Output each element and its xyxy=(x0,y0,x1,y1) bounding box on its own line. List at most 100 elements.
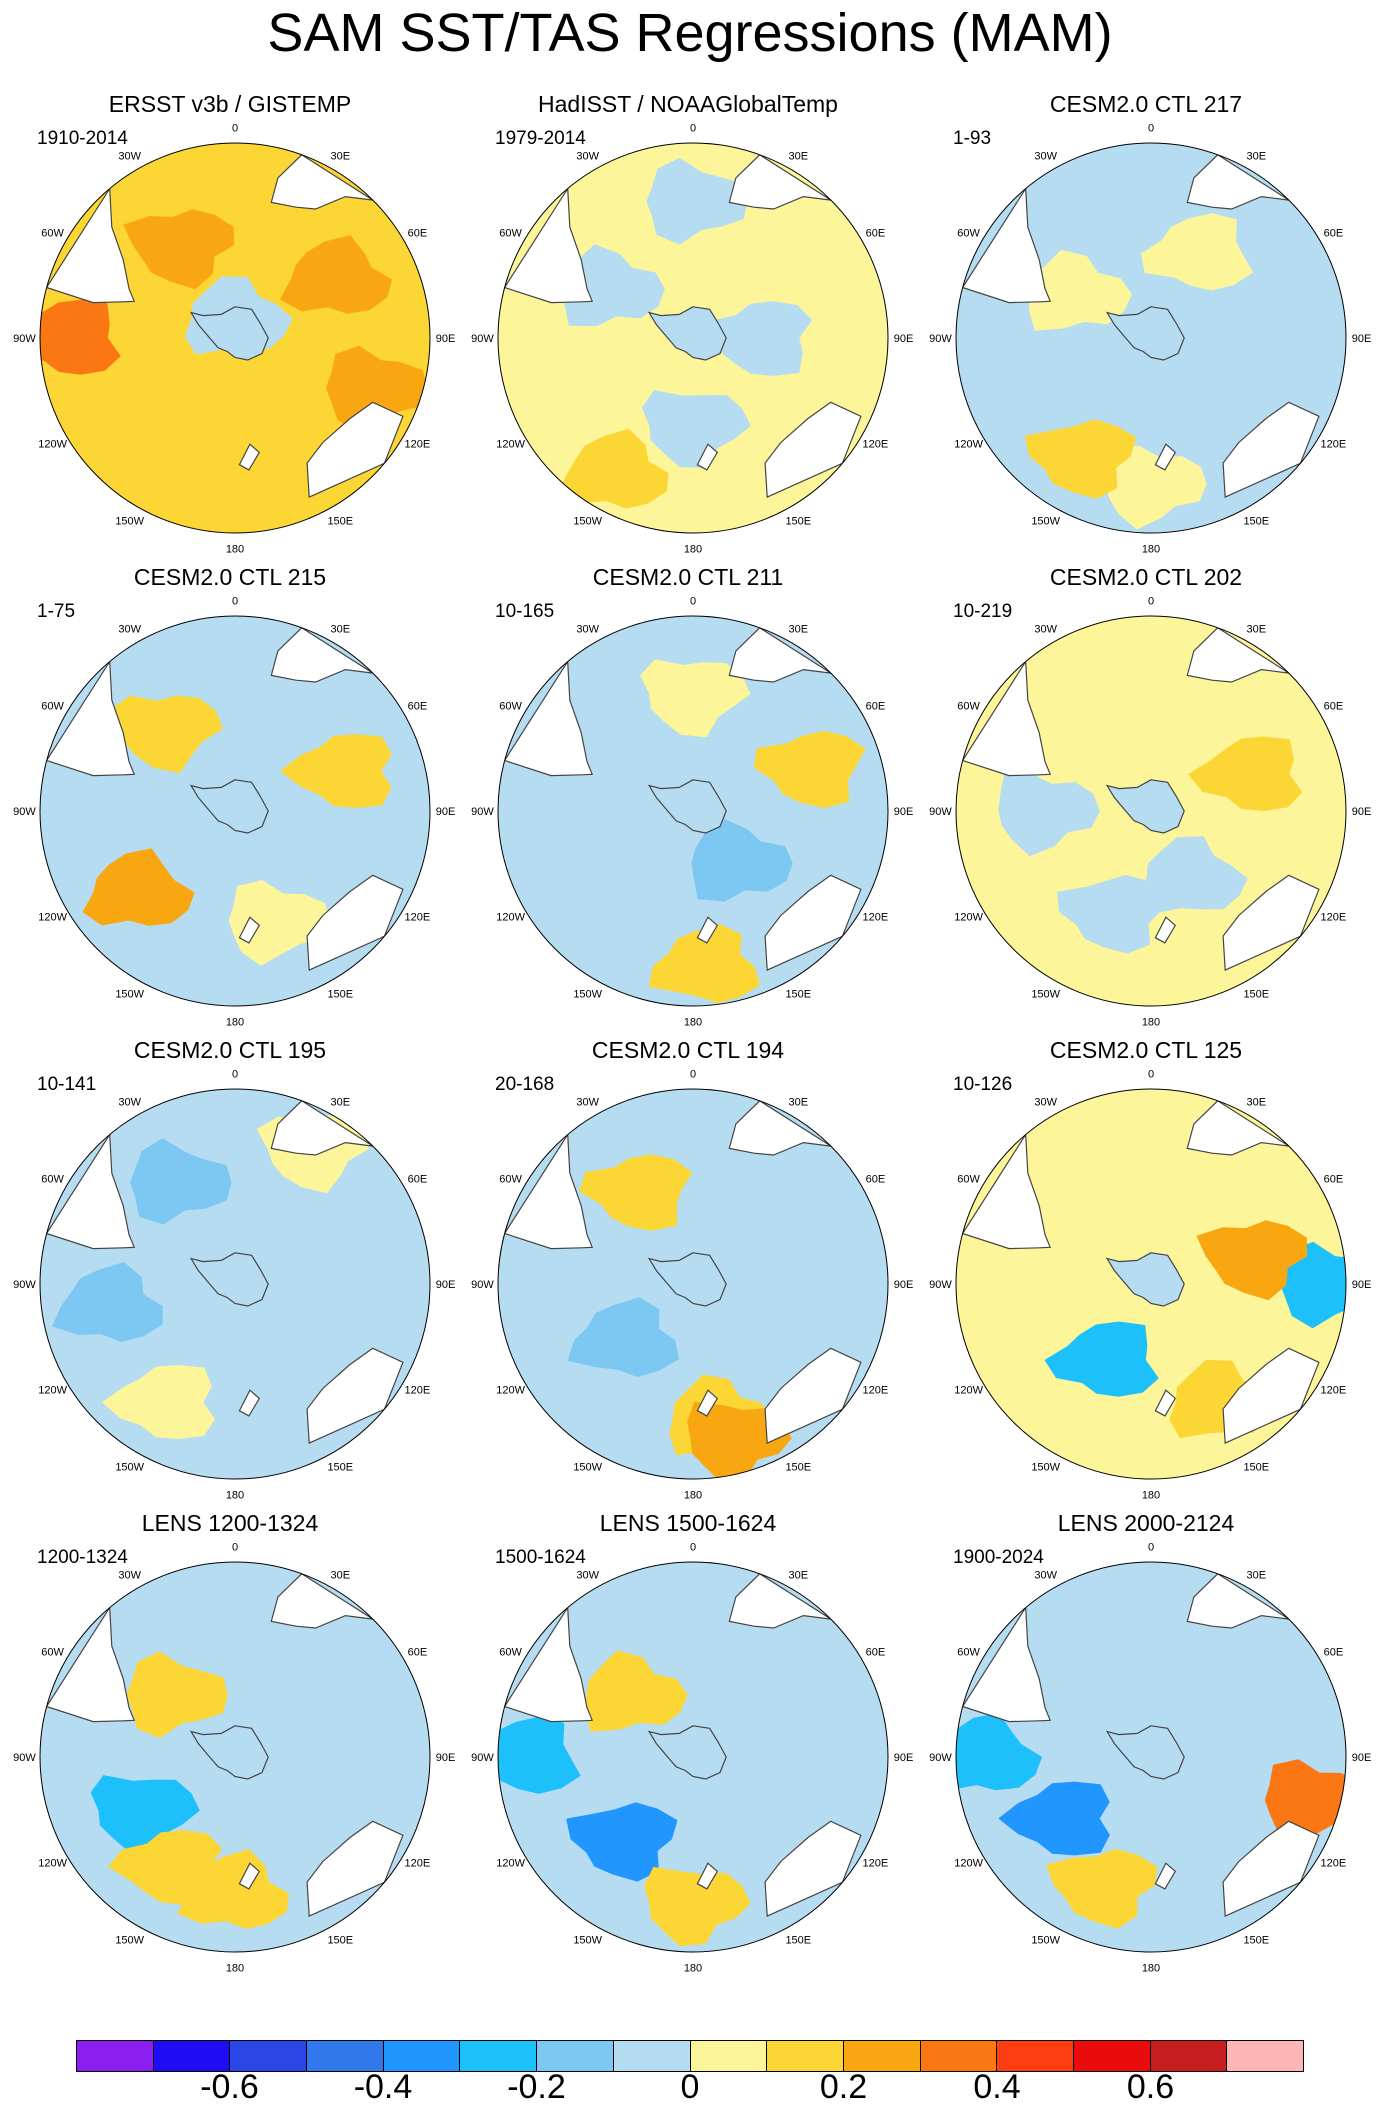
longitude-label: 90E xyxy=(894,1752,914,1764)
map-panel: CESM2.0 CTL 215 1-75 0 30E 60E 90E 120E 150E 180… xyxy=(0,564,460,1035)
antarctica-coastline xyxy=(647,306,727,361)
longitude-label: 150W xyxy=(573,1934,602,1946)
longitude-label: 30E xyxy=(331,1097,351,1109)
anomaly-region xyxy=(1028,249,1132,331)
anomaly-region xyxy=(567,1297,679,1377)
longitude-label: 180 xyxy=(226,1490,244,1502)
longitude-label: 120E xyxy=(863,438,889,450)
longitude-label: 30W xyxy=(1034,624,1057,636)
longitude-label: 30W xyxy=(576,624,599,636)
longitude-label: 30W xyxy=(1034,151,1057,163)
anomaly-region xyxy=(90,1775,200,1853)
polar-map: 0 30E 60E 90E 120E 150E 180 150W 120W 90W 60W 30W xyxy=(13,122,456,556)
polar-map: 0 30E 60E 90E 120E 150E 180 150W 120W 90W 60W 30W xyxy=(929,122,1371,555)
longitude-label: 180 xyxy=(684,1963,702,1975)
coastline xyxy=(306,401,404,499)
antarctica-coastline xyxy=(189,779,269,834)
longitude-label: 60E xyxy=(1324,701,1344,713)
anomaly-region xyxy=(1280,1241,1346,1329)
coastline xyxy=(696,443,719,471)
longitude-label: 60W xyxy=(41,228,64,240)
longitude-label: 90E xyxy=(436,333,456,345)
map-border xyxy=(497,1088,889,1480)
coastline xyxy=(1186,1573,1290,1629)
longitude-label: 0 xyxy=(232,1068,238,1080)
longitude-label: 30W xyxy=(1034,1570,1057,1582)
map-border xyxy=(955,142,1347,534)
panel-period: 1979-2014 xyxy=(495,128,586,149)
colorbar-labels: -0.6 -0.4 -0.2 0 0.2 0.4 0.6 xyxy=(0,2070,1380,2104)
longitude-label: 90W xyxy=(13,806,36,818)
panel-period: 1-93 xyxy=(953,128,992,149)
anomaly-region xyxy=(1105,445,1207,530)
longitude-label: 150E xyxy=(1243,1934,1269,1946)
longitude-label: 90W xyxy=(471,806,494,818)
longitude-label: 150W xyxy=(573,988,602,1000)
panel-title: ERSST v3b / GISTEMP xyxy=(108,91,352,117)
longitude-label: 180 xyxy=(684,1017,702,1029)
map-border xyxy=(39,615,431,1007)
longitude-label: 0 xyxy=(1148,1541,1154,1553)
colorbar-tick-label: 0.4 xyxy=(973,2068,1021,2106)
map-border xyxy=(497,1561,889,1953)
longitude-label: 30W xyxy=(576,1097,599,1109)
longitude-label: 150W xyxy=(115,515,144,527)
longitude-label: 60E xyxy=(408,228,428,240)
longitude-label: 90E xyxy=(1352,806,1372,818)
longitude-label: 30W xyxy=(118,151,141,163)
panel-period: 1200-1324 xyxy=(37,1547,128,1568)
longitude-label: 30E xyxy=(789,151,809,163)
coastline xyxy=(728,1573,832,1629)
longitude-label: 120W xyxy=(954,438,983,450)
antarctica-coastline xyxy=(1105,779,1185,834)
coastline xyxy=(238,443,261,471)
longitude-label: 60E xyxy=(866,1174,886,1186)
longitude-label: 30W xyxy=(576,151,599,163)
longitude-label: 60W xyxy=(499,1647,522,1659)
colorbar-swatch xyxy=(920,2041,998,2071)
antarctica-coastline xyxy=(1105,1725,1185,1780)
longitude-label: 150E xyxy=(327,1461,353,1473)
longitude-label: 120W xyxy=(496,1857,525,1869)
longitude-label: 30E xyxy=(1247,1570,1267,1582)
longitude-label: 60E xyxy=(408,1647,428,1659)
longitude-label: 120W xyxy=(496,1384,525,1396)
longitude-label: 150W xyxy=(1031,515,1060,527)
longitude-label: 0 xyxy=(1148,122,1154,134)
colorbar-tick-label: 0.2 xyxy=(819,2068,868,2106)
map-border xyxy=(955,615,1347,1007)
panel-title: LENS 2000-2124 xyxy=(1057,1510,1235,1536)
coastline xyxy=(270,154,374,210)
polar-map: 0 30E 60E 90E 120E 150E 180 150W 120W 90W 60W 30W xyxy=(471,122,913,555)
longitude-label: 30W xyxy=(576,1570,599,1582)
longitude-label: 30E xyxy=(331,1570,351,1582)
polar-map: 0 30E 60E 90E 120E 150E 180 150W 120W 90W 60W 30W xyxy=(13,1068,455,1502)
longitude-label: 30E xyxy=(331,624,351,636)
antarctica-coastline xyxy=(647,1725,727,1780)
anomaly-region xyxy=(177,1849,289,1929)
map-border xyxy=(39,1561,431,1953)
longitude-label: 150W xyxy=(115,1934,144,1946)
longitude-label: 120W xyxy=(38,438,67,450)
colorbar-swatch xyxy=(77,2041,154,2071)
longitude-label: 60W xyxy=(499,701,522,713)
longitude-label: 150E xyxy=(1243,988,1269,1000)
longitude-label: 0 xyxy=(690,1541,696,1553)
colorbar-swatch xyxy=(613,2041,691,2071)
anomaly-region xyxy=(557,428,669,509)
longitude-label: 30E xyxy=(789,1097,809,1109)
longitude-label: 30W xyxy=(118,1097,141,1109)
colorbar-tick-label: -0.6 xyxy=(200,2068,259,2106)
longitude-label: 30E xyxy=(1247,151,1267,163)
panel-title: CESM2.0 CTL 211 xyxy=(592,564,784,590)
longitude-label: 180 xyxy=(226,1017,244,1029)
longitude-label: 90E xyxy=(436,806,456,818)
colorbar-swatch xyxy=(307,2041,384,2071)
longitude-label: 60E xyxy=(866,701,886,713)
longitude-label: 180 xyxy=(226,544,244,556)
coastline xyxy=(306,874,404,972)
longitude-label: 150E xyxy=(785,1934,811,1946)
longitude-label: 30W xyxy=(118,624,141,636)
longitude-label: 150E xyxy=(327,988,353,1000)
longitude-label: 60E xyxy=(1324,1174,1344,1186)
